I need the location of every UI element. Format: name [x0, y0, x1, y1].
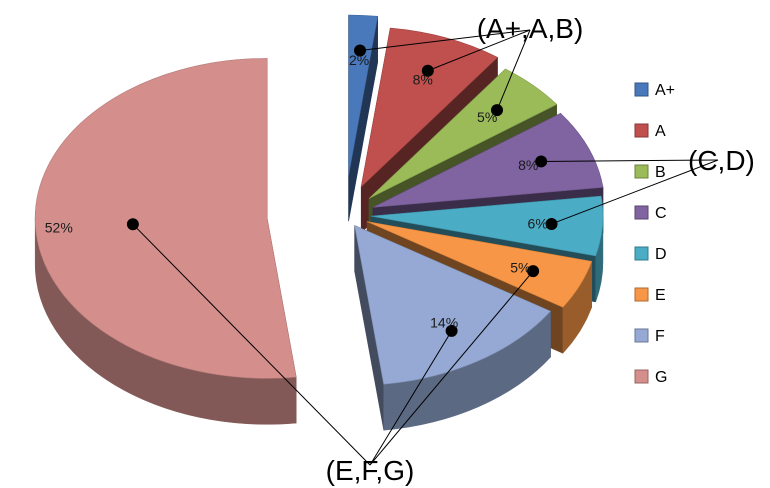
- value-label-a-plus: 2%: [349, 52, 369, 68]
- legend-item-g: G: [634, 369, 667, 386]
- slice-top-f: [354, 224, 552, 385]
- value-label-f: 14%: [430, 315, 458, 331]
- connector-e: [369, 270, 534, 466]
- connector-dot-a: [421, 64, 434, 77]
- connector-b: [496, 29, 531, 111]
- pie-slices: [34, 14, 604, 431]
- legend-swatch-d: [634, 246, 649, 261]
- value-label-a: 8%: [413, 72, 433, 88]
- legend-item-f: F: [634, 328, 665, 345]
- connector-dot-c: [535, 155, 548, 168]
- slice-f: [354, 224, 552, 431]
- group-labels: (A+,A,B) (C,D) (E,F,G): [326, 13, 755, 486]
- legend-label-e: E: [655, 287, 666, 304]
- legend-swatch-e: [634, 287, 649, 302]
- group-label-1: (A+,A,B): [477, 13, 584, 44]
- connector-c: [541, 159, 719, 162]
- legend-item-a-plus: A+: [634, 82, 675, 99]
- connector-a: [427, 29, 531, 72]
- value-label-d: 6%: [528, 215, 548, 231]
- legend-label-c: C: [655, 205, 667, 222]
- connector-dot-d: [545, 217, 558, 230]
- legend-swatch-f: [634, 328, 649, 343]
- legend-swatch-g: [634, 369, 649, 384]
- slice-top-d: [370, 195, 604, 257]
- legend-item-c: C: [634, 205, 667, 222]
- group-connectors: [126, 29, 719, 466]
- legend-swatch-a: [634, 123, 649, 138]
- connector-d: [551, 159, 719, 225]
- connector-a-plus: [359, 29, 531, 52]
- value-label-c: 8%: [518, 157, 538, 173]
- legend-label-g: G: [655, 369, 667, 386]
- slice-top-a-plus: [348, 14, 379, 176]
- legend-swatch-b: [634, 164, 649, 179]
- connector-dot-b: [490, 104, 503, 117]
- legend-label-a: A: [655, 123, 666, 140]
- slice-a-plus: [348, 14, 379, 222]
- value-label-e: 5%: [510, 259, 530, 275]
- legend-label-a-plus: A+: [655, 82, 675, 99]
- group-label-2: (C,D): [688, 145, 755, 176]
- legend-swatch-a-plus: [634, 82, 649, 97]
- legend-item-a: A: [634, 123, 666, 140]
- connector-dot-a-plus: [354, 44, 367, 57]
- value-labels: 2% 8% 5% 8% 6% 5% 14% 52%: [45, 52, 548, 331]
- legend-label-b: B: [655, 164, 666, 181]
- connector-g: [132, 223, 371, 466]
- slice-top-e: [366, 221, 593, 308]
- legend-label-d: D: [655, 246, 667, 263]
- legend-item-b: B: [634, 164, 666, 181]
- slice-top-a: [360, 27, 499, 188]
- connector-dot-g: [126, 218, 139, 231]
- slice-top-b: [368, 68, 558, 199]
- value-label-g: 52%: [45, 219, 73, 235]
- slice-top-g: [34, 58, 297, 379]
- group-label-3: (E,F,G): [326, 455, 415, 486]
- legend: A+ A B C D E F G: [634, 82, 675, 386]
- connector-dot-e: [527, 265, 540, 278]
- connector-f: [369, 330, 453, 466]
- legend-label-f: F: [655, 328, 665, 345]
- slice-top-c: [372, 112, 604, 208]
- value-label-b: 5%: [477, 109, 497, 125]
- connector-dot-f: [445, 324, 458, 337]
- legend-swatch-c: [634, 205, 649, 220]
- slice-g: [34, 58, 297, 425]
- legend-item-d: D: [634, 246, 667, 263]
- legend-item-e: E: [634, 287, 666, 304]
